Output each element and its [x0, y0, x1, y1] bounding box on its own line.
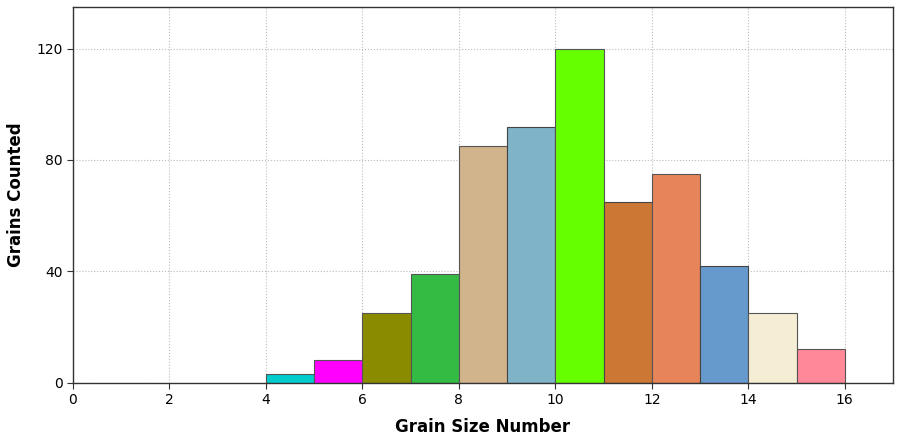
Y-axis label: Grains Counted: Grains Counted — [7, 122, 25, 267]
Bar — [604, 202, 652, 382]
Bar — [410, 274, 459, 382]
Bar — [700, 266, 748, 382]
Bar — [748, 313, 796, 382]
Bar — [266, 374, 314, 382]
Bar — [507, 127, 555, 382]
Bar — [796, 349, 845, 382]
X-axis label: Grain Size Number: Grain Size Number — [395, 418, 571, 436]
Bar — [314, 360, 363, 382]
Bar — [363, 313, 410, 382]
Bar — [459, 146, 507, 382]
Bar — [652, 174, 700, 382]
Bar — [555, 49, 604, 382]
